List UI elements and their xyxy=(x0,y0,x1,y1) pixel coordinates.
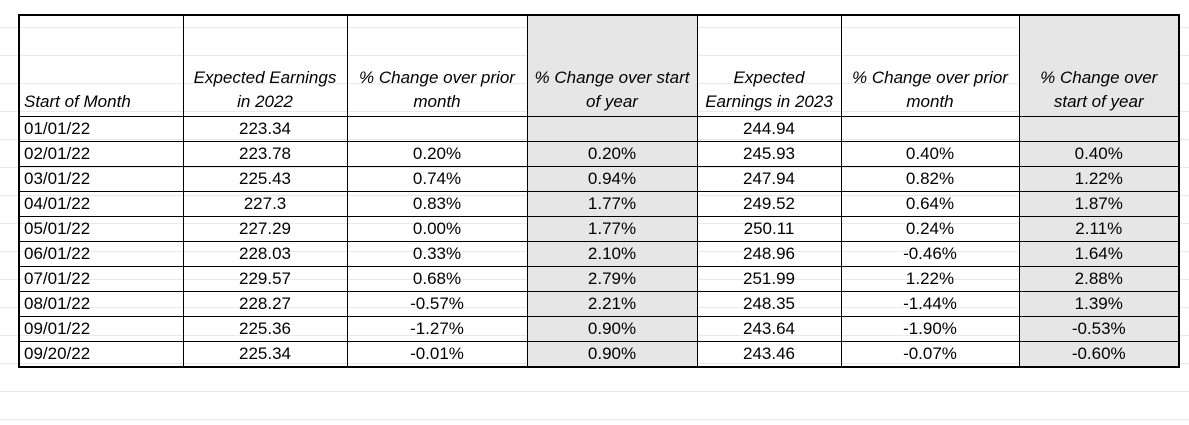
cell-change-start-of-year-2023[interactable] xyxy=(1018,116,1180,142)
cell-change-prior-month-2022[interactable]: 0.00% xyxy=(346,216,528,242)
table-row: 04/01/22 227.3 0.83% 1.77% 249.52 0.64% 1.87% xyxy=(18,191,1180,217)
cell-expected-earnings-2022[interactable]: 225.43 xyxy=(182,166,348,192)
cell-expected-earnings-2022[interactable]: 229.57 xyxy=(182,266,348,292)
cell-start-of-month[interactable]: 07/01/22 xyxy=(18,266,184,292)
cell-change-prior-month-2023[interactable]: 1.22% xyxy=(840,266,1020,292)
cell-expected-earnings-2023[interactable]: 248.35 xyxy=(696,291,842,317)
header-expected-earnings-2022[interactable]: Expected Earnings in 2022 xyxy=(182,14,348,117)
cell-expected-earnings-2022[interactable]: 225.36 xyxy=(182,316,348,342)
cell-change-prior-month-2022[interactable]: 0.33% xyxy=(346,241,528,267)
cell-change-prior-month-2023[interactable]: -1.44% xyxy=(840,291,1020,317)
cell-start-of-month[interactable]: 01/01/22 xyxy=(18,116,184,142)
cell-expected-earnings-2023[interactable]: 244.94 xyxy=(696,116,842,142)
cell-change-start-of-year-2023[interactable]: 1.22% xyxy=(1018,166,1180,192)
cell-change-start-of-year-2022[interactable]: 2.79% xyxy=(526,266,698,292)
cell-change-prior-month-2022[interactable]: 0.20% xyxy=(346,141,528,167)
cell-change-start-of-year-2022[interactable]: 0.90% xyxy=(526,316,698,342)
header-change-prior-month-2022[interactable]: % Change over prior month xyxy=(346,14,528,117)
cell-change-start-of-year-2022[interactable]: 2.21% xyxy=(526,291,698,317)
cell-expected-earnings-2022[interactable]: 223.78 xyxy=(182,141,348,167)
cell-expected-earnings-2022[interactable]: 227.3 xyxy=(182,191,348,217)
cell-change-start-of-year-2023[interactable]: 1.39% xyxy=(1018,291,1180,317)
cell-expected-earnings-2023[interactable]: 243.46 xyxy=(696,341,842,368)
cell-change-prior-month-2023[interactable]: 0.40% xyxy=(840,141,1020,167)
cell-change-start-of-year-2023[interactable]: -0.53% xyxy=(1018,316,1180,342)
cell-change-start-of-year-2023[interactable]: 2.11% xyxy=(1018,216,1180,242)
cell-expected-earnings-2023[interactable]: 250.11 xyxy=(696,216,842,242)
table-row: 08/01/22 228.27 -0.57% 2.21% 248.35 -1.44% 1.3… xyxy=(18,291,1180,317)
table-body: 01/01/22 223.34 244.94 02/01/22 223.78 0.20% 0… xyxy=(18,116,1180,368)
table-row: 05/01/22 227.29 0.00% 1.77% 250.11 0.24% 2.11% xyxy=(18,216,1180,242)
cell-change-prior-month-2023[interactable]: 0.82% xyxy=(840,166,1020,192)
cell-change-prior-month-2023[interactable]: -0.46% xyxy=(840,241,1020,267)
cell-start-of-month[interactable]: 03/01/22 xyxy=(18,166,184,192)
cell-expected-earnings-2022[interactable]: 228.27 xyxy=(182,291,348,317)
cell-change-start-of-year-2023[interactable]: -0.60% xyxy=(1018,341,1180,368)
cell-expected-earnings-2022[interactable]: 228.03 xyxy=(182,241,348,267)
cell-change-prior-month-2022[interactable]: -1.27% xyxy=(346,316,528,342)
cell-expected-earnings-2022[interactable]: 227.29 xyxy=(182,216,348,242)
cell-change-prior-month-2022[interactable]: -0.01% xyxy=(346,341,528,368)
cell-expected-earnings-2023[interactable]: 248.96 xyxy=(696,241,842,267)
table-row: 06/01/22 228.03 0.33% 2.10% 248.96 -0.46% 1.64… xyxy=(18,241,1180,267)
header-change-start-of-year-2023[interactable]: % Change over start of year xyxy=(1018,14,1180,117)
cell-change-start-of-year-2022[interactable]: 1.77% xyxy=(526,216,698,242)
cell-change-start-of-year-2022[interactable]: 0.94% xyxy=(526,166,698,192)
cell-change-prior-month-2023[interactable]: 0.24% xyxy=(840,216,1020,242)
cell-start-of-month[interactable]: 02/01/22 xyxy=(18,141,184,167)
cell-change-prior-month-2022[interactable] xyxy=(346,116,528,142)
cell-change-start-of-year-2023[interactable]: 1.87% xyxy=(1018,191,1180,217)
cell-expected-earnings-2023[interactable]: 243.64 xyxy=(696,316,842,342)
cell-start-of-month[interactable]: 06/01/22 xyxy=(18,241,184,267)
header-change-prior-month-2023[interactable]: % Change over prior month xyxy=(840,14,1020,117)
header-start-of-month[interactable]: Start of Month xyxy=(18,14,184,117)
cell-expected-earnings-2023[interactable]: 249.52 xyxy=(696,191,842,217)
cell-change-start-of-year-2022[interactable]: 0.90% xyxy=(526,341,698,368)
cell-expected-earnings-2023[interactable]: 247.94 xyxy=(696,166,842,192)
table-row: 07/01/22 229.57 0.68% 2.79% 251.99 1.22% 2.88% xyxy=(18,266,1180,292)
cell-expected-earnings-2023[interactable]: 245.93 xyxy=(696,141,842,167)
cell-start-of-month[interactable]: 09/20/22 xyxy=(18,341,184,368)
cell-expected-earnings-2022[interactable]: 223.34 xyxy=(182,116,348,142)
table-row: 03/01/22 225.43 0.74% 0.94% 247.94 0.82% 1.22% xyxy=(18,166,1180,192)
cell-change-start-of-year-2022[interactable]: 1.77% xyxy=(526,191,698,217)
cell-start-of-month[interactable]: 04/01/22 xyxy=(18,191,184,217)
cell-change-prior-month-2022[interactable]: 0.83% xyxy=(346,191,528,217)
cell-expected-earnings-2022[interactable]: 225.34 xyxy=(182,341,348,368)
cell-change-start-of-year-2022[interactable]: 2.10% xyxy=(526,241,698,267)
earnings-table: Start of Month Expected Earnings in 2022… xyxy=(18,14,1180,368)
table-row: 09/01/22 225.36 -1.27% 0.90% 243.64 -1.90% -0.… xyxy=(18,316,1180,342)
cell-change-prior-month-2023[interactable]: 0.64% xyxy=(840,191,1020,217)
cell-change-prior-month-2022[interactable]: 0.74% xyxy=(346,166,528,192)
table-row: 01/01/22 223.34 244.94 xyxy=(18,116,1180,142)
header-change-start-of-year-2022[interactable]: % Change over start of year xyxy=(526,14,698,117)
cell-start-of-month[interactable]: 05/01/22 xyxy=(18,216,184,242)
cell-change-start-of-year-2022[interactable]: 0.20% xyxy=(526,141,698,167)
cell-change-prior-month-2023[interactable] xyxy=(840,116,1020,142)
cell-change-start-of-year-2022[interactable] xyxy=(526,116,698,142)
table-row: 09/20/22 225.34 -0.01% 0.90% 243.46 -0.07% -0.… xyxy=(18,341,1180,368)
cell-change-start-of-year-2023[interactable]: 2.88% xyxy=(1018,266,1180,292)
table-row: 02/01/22 223.78 0.20% 0.20% 245.93 0.40% 0.40% xyxy=(18,141,1180,167)
cell-change-start-of-year-2023[interactable]: 0.40% xyxy=(1018,141,1180,167)
header-row: Start of Month Expected Earnings in 2022… xyxy=(18,14,1180,117)
cell-change-prior-month-2023[interactable]: -0.07% xyxy=(840,341,1020,368)
cell-start-of-month[interactable]: 09/01/22 xyxy=(18,316,184,342)
cell-change-prior-month-2023[interactable]: -1.90% xyxy=(840,316,1020,342)
cell-change-prior-month-2022[interactable]: 0.68% xyxy=(346,266,528,292)
cell-expected-earnings-2023[interactable]: 251.99 xyxy=(696,266,842,292)
cell-change-start-of-year-2023[interactable]: 1.64% xyxy=(1018,241,1180,267)
header-expected-earnings-2023[interactable]: Expected Earnings in 2023 xyxy=(696,14,842,117)
cell-start-of-month[interactable]: 08/01/22 xyxy=(18,291,184,317)
cell-change-prior-month-2022[interactable]: -0.57% xyxy=(346,291,528,317)
